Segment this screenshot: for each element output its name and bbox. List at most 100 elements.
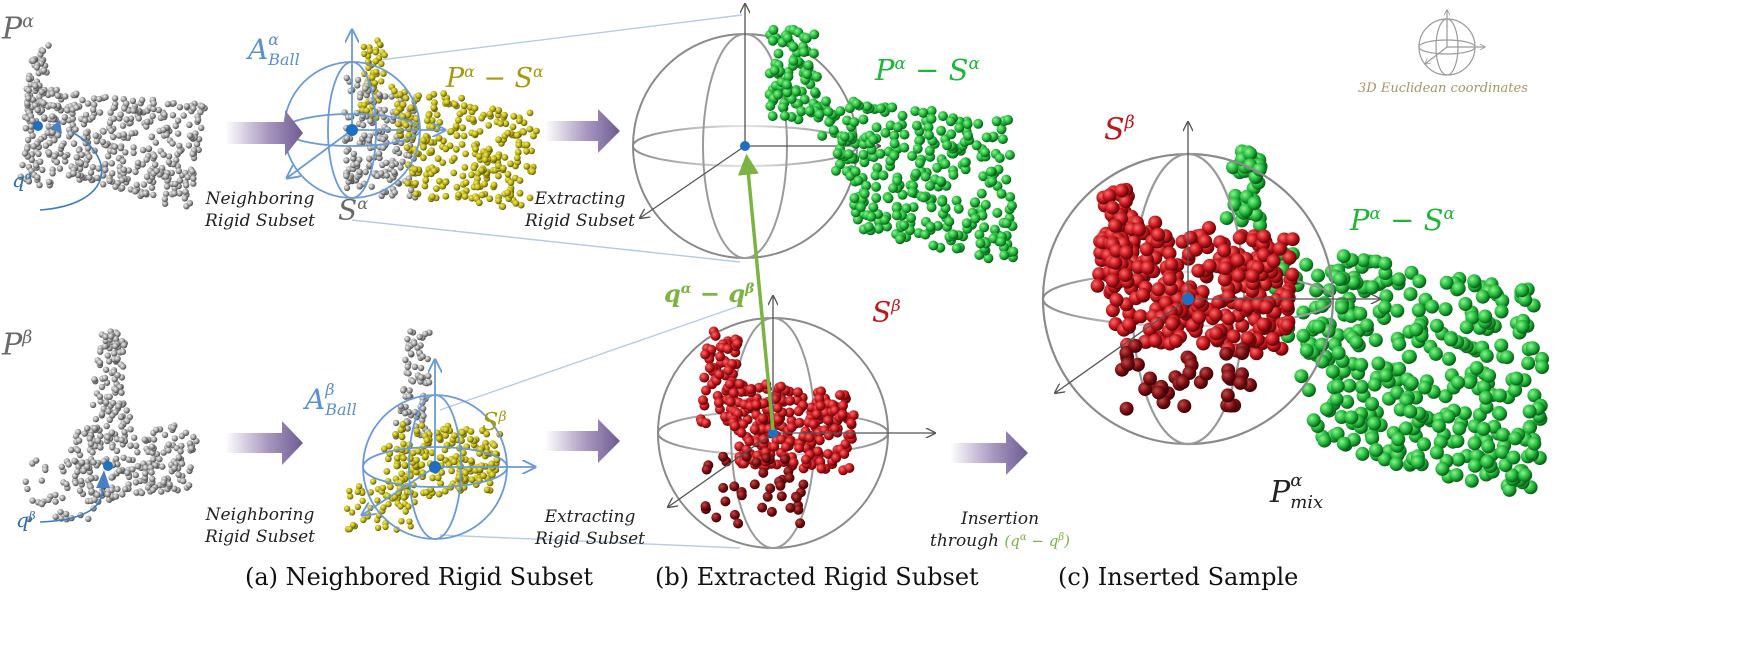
point (458, 429, 466, 437)
point (495, 136, 502, 144)
point (892, 175, 902, 186)
point (360, 516, 367, 524)
point (858, 149, 869, 160)
point (1336, 364, 1351, 379)
point (393, 108, 401, 116)
point (190, 180, 197, 187)
point (109, 444, 116, 451)
point (380, 445, 388, 453)
point (749, 479, 760, 490)
point (948, 229, 959, 240)
point (976, 188, 987, 199)
point (1230, 253, 1245, 268)
point (436, 177, 443, 185)
point (45, 496, 52, 503)
point (194, 116, 202, 124)
point (125, 456, 133, 463)
point (502, 120, 510, 128)
center-right (1182, 293, 1194, 305)
point (1355, 446, 1370, 461)
point (1368, 333, 1383, 348)
point (40, 99, 47, 107)
point (182, 429, 190, 436)
point (468, 476, 476, 484)
point (883, 193, 894, 204)
point (422, 176, 430, 184)
point (1449, 468, 1464, 483)
point (88, 488, 96, 495)
point (1008, 246, 1019, 257)
point (130, 144, 137, 151)
point (798, 479, 809, 490)
point (714, 369, 725, 380)
point (119, 363, 127, 370)
point (1177, 399, 1192, 414)
point (1218, 261, 1233, 276)
point (499, 203, 507, 211)
point (378, 60, 385, 68)
point (481, 180, 488, 188)
point (175, 471, 182, 478)
point (347, 87, 354, 95)
point (33, 64, 40, 71)
point (1336, 249, 1351, 264)
point (812, 446, 823, 457)
arrow-insertion (950, 431, 1028, 475)
point (1245, 269, 1260, 283)
point (439, 159, 447, 167)
point (176, 142, 183, 149)
point (24, 136, 32, 144)
point (733, 518, 744, 529)
point (918, 107, 929, 118)
point (1317, 433, 1332, 448)
point (794, 443, 805, 454)
point (110, 115, 118, 122)
point (1299, 257, 1314, 272)
point (21, 150, 29, 157)
point (114, 372, 121, 379)
point (1162, 272, 1177, 286)
point (343, 505, 351, 512)
point (876, 103, 886, 114)
point (112, 335, 120, 343)
point (483, 486, 491, 494)
point (1128, 338, 1143, 353)
point (928, 240, 939, 251)
point (149, 475, 156, 483)
point (1119, 401, 1134, 416)
point (150, 105, 157, 113)
point (1391, 272, 1406, 287)
point (745, 384, 756, 395)
point (1515, 319, 1530, 334)
point (183, 182, 190, 189)
point (108, 160, 116, 167)
point (161, 195, 168, 203)
point (455, 191, 462, 199)
point (133, 489, 140, 496)
point (359, 122, 367, 129)
point (1120, 357, 1135, 372)
point (1390, 303, 1405, 318)
point (718, 482, 729, 493)
point (86, 435, 93, 442)
point (458, 94, 465, 102)
point (1417, 380, 1432, 395)
point (185, 482, 193, 489)
point (383, 172, 390, 179)
point (1522, 404, 1537, 419)
point (404, 345, 412, 352)
point (1411, 303, 1426, 318)
point (1325, 364, 1340, 379)
point (1371, 356, 1386, 371)
point (516, 189, 524, 197)
point (1451, 281, 1466, 296)
point (1299, 343, 1314, 358)
point (404, 425, 411, 432)
point (467, 428, 475, 435)
point (163, 131, 170, 139)
point (495, 106, 503, 114)
point (792, 387, 803, 398)
point (773, 89, 783, 100)
point (140, 181, 148, 188)
